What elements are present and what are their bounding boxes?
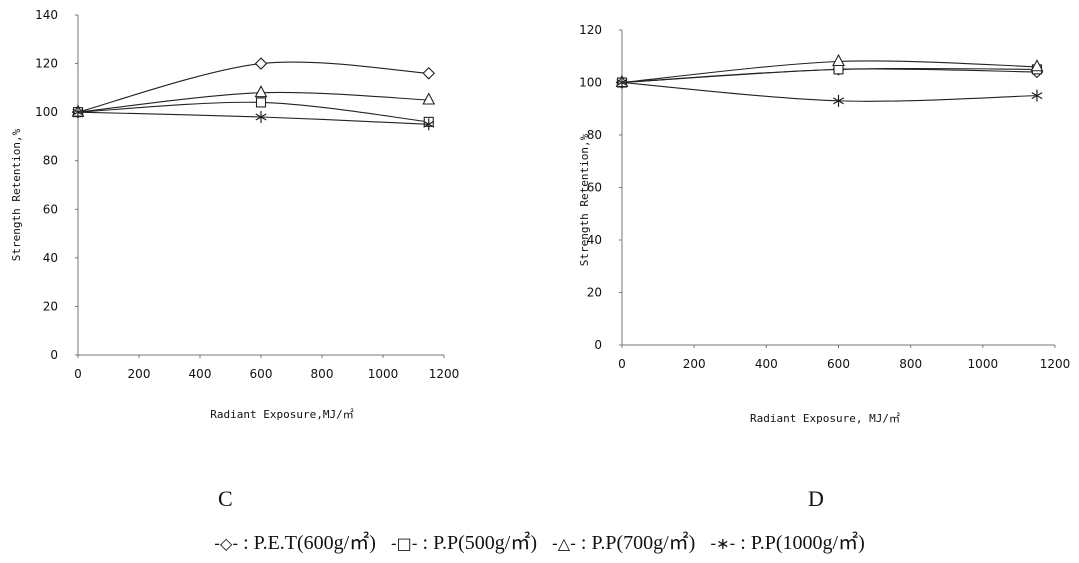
triangle-point [1030,59,1044,72]
y-tick-label: 80 [587,128,602,142]
y-tick-label: 20 [43,299,58,313]
triangle-point [254,85,268,98]
y-tick-label: 60 [587,181,602,195]
y-tick-label: 120 [579,23,602,37]
panel-label-c: C [218,486,233,511]
asterisk-point [423,118,435,131]
series-line-p-e-t-600g [77,61,429,113]
x-tick-label: 0 [74,367,82,381]
square-point [833,64,844,75]
y-axis-title: Strength Retention,% [10,128,23,261]
legend-item-pp-700: -△- : P.P(700g/㎡) [552,532,695,554]
asterisk-point [833,94,844,107]
legend: -◇- : P.E.T(600g/㎡) -□- : P.P(500g/㎡) -△… [0,526,1079,555]
triangle-marker-icon: -△- [552,534,576,553]
x-axis-title: Radiant Exposure, MJ/㎡ [750,412,900,425]
x-tick-label: 1000 [368,367,399,381]
y-tick-label: 40 [587,233,602,247]
y-tick-label: 0 [50,348,58,362]
y-tick-label: 100 [579,76,602,90]
legend-label: P.E.T(600g/㎡) [253,532,376,554]
chart-d: 0 200 400 600 800 1000 1200 0 20 40 60 80 100 120 Radi… [578,23,1071,425]
x-tick-label: 1200 [1040,357,1071,371]
asterisk-stroke [1031,92,1043,100]
triangle-point [422,92,436,105]
x-tick-label: 600 [250,367,273,381]
y-tick-label: 20 [587,286,602,300]
x-tick-label: 1000 [968,357,999,371]
x-tick-label: 200 [683,357,706,371]
diamond-point [422,67,436,80]
x-tick-label: 400 [755,357,778,371]
panel-label-d: D [808,486,824,511]
legend-label: P.P(500g/㎡) [433,532,538,554]
x-tick-label: 800 [311,367,334,381]
y-tick-label: 40 [43,251,58,265]
chart-c: 0 200 400 600 800 1000 1200 0 20 40 60 80 100 120 140 R… [10,8,460,421]
diamond-marker-icon: -◇- [214,534,239,553]
x-axis-title: Radiant Exposure,MJ/㎡ [210,408,353,421]
x-tick-label: 1200 [429,367,460,381]
x-tick-label: 800 [899,357,922,371]
legend-separator: : [735,532,751,554]
asterisk-point [1031,89,1043,102]
y-tick-label: 80 [43,154,58,168]
legend-separator: : [417,532,434,554]
legend-item-pp-1000: -∗- : P.P(1000g/㎡) [710,532,864,554]
x-tick-label: 400 [189,367,212,381]
asterisk-stroke [833,97,844,105]
y-tick-label: 140 [35,8,58,22]
square-marker-icon: -□- [390,534,418,553]
asterisk-marker-icon: -∗- [710,534,736,553]
asterisk-point [616,76,628,89]
triangle-point [832,53,845,67]
x-tick-label: 600 [827,357,850,371]
y-axis-title: Strength Retention,% [578,133,591,266]
asterisk-stroke [616,78,628,87]
legend-label: P.P(700g/㎡) [591,532,696,554]
series-line-p-p-700g [621,60,1037,84]
asterisk-stroke [72,108,84,116]
asterisk-point [72,106,84,119]
diamond-point [254,57,268,70]
legend-item-pp-500: -□- : P.P(500g/㎡) [391,532,537,554]
y-tick-label: 60 [43,202,58,216]
asterisk-point [255,111,267,123]
square-point [255,97,267,108]
y-tick-label: 0 [594,338,602,352]
legend-item-pet-600: -◇- : P.E.T(600g/㎡) [214,532,376,554]
asterisk-stroke [423,120,435,128]
y-tick-label: 120 [35,57,58,71]
asterisk-stroke [255,113,267,121]
y-tick-label: 100 [35,105,58,119]
series-line-p-p-1000g [621,81,1037,102]
legend-label: P.P(1000g/㎡) [750,532,865,554]
legend-separator: : [238,532,254,554]
x-tick-label: 200 [128,367,151,381]
legend-separator: : [575,532,592,554]
x-tick-label: 0 [618,357,626,371]
